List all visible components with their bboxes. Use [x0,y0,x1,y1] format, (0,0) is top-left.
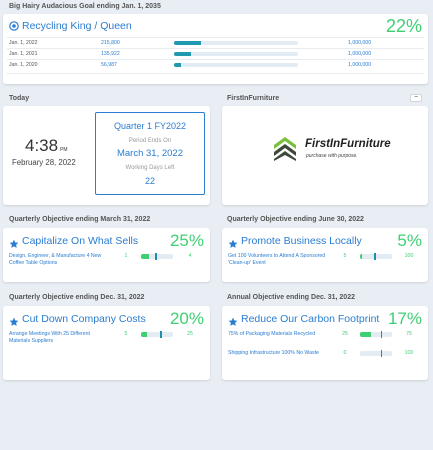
company-logo-icon [274,137,296,161]
logo-section-title: FirstInFurniture [227,95,280,102]
objective-percent: 20% [169,309,204,328]
today-section-title: Today [9,95,30,102]
bhag-row-date: Jan. 1, 2020 [9,62,38,68]
bhag-row-value: 135,922 [101,51,120,57]
objective-percent: 5% [397,231,422,250]
objective-title[interactable]: Promote Business Locally [241,235,362,247]
bhag-row-target: 1,000,000 [348,62,372,68]
star-icon [9,236,19,248]
bhag-progress-bar [174,41,298,45]
target-icon [9,21,19,31]
star-icon [9,314,19,326]
objective-progress-bar [360,350,392,357]
objective-target-marker [155,253,157,260]
objective-progress-bar [141,253,173,260]
objective-item-target: 75 [406,331,412,337]
bhag-progress-fill [174,63,182,67]
objective-item-current: 5 [124,331,128,337]
star-icon [228,236,238,248]
bhag-row-date: Jan. 1, 2021 [9,51,38,57]
clock-time-value: 4:38 [25,136,59,155]
bhag-panel: Recycling King / Queen 22% Jan. 1, 2022 … [3,14,428,84]
objective-progress-fill [141,332,148,337]
objective-item-current: 5 [343,253,347,259]
objective-item-target: 25 [187,331,193,337]
bhag-progress-fill [174,52,191,56]
clock-time: 4:38 PM [25,136,68,156]
objective-item-name[interactable]: Get 100 Volunteers to Attend A Sponsored… [228,253,326,266]
objective-percent: 17% [387,309,422,328]
bhag-percent: 22% [385,16,422,36]
objective-target-marker [380,331,383,338]
bhag-section-title: Big Hairy Audacious Goal ending Jan. 1, … [9,3,161,10]
objective-progress-bar [141,331,173,338]
bhag-row-value: 215,800 [101,40,120,46]
objective-item-target: 4 [188,253,192,259]
objective-panel: Capitalize On What Sells 25% Design, Eng… [3,228,210,282]
bhag-row-date: Jan. 1, 2022 [9,40,38,46]
objective-panel: Promote Business Locally 5% Get 100 Volu… [222,228,428,282]
brand-tagline: purchase with purpose. [306,153,358,159]
today-panel: 4:38 PM February 28, 2022 Quarter 1 FY202… [3,106,210,205]
objective-item-current: 0 [343,350,347,356]
objective-item-target: 100 [404,253,414,259]
bhag-row-value: 56,987 [101,62,117,68]
objective-section-title: Annual Objective ending Dec. 31, 2022 [227,294,355,301]
objective-target-marker [374,253,376,260]
period-end-date: March 31, 2022 [116,148,183,159]
objective-progress-fill [360,332,371,337]
objective-progress-bar [360,253,392,260]
star-icon [228,314,238,326]
objective-item-current: 25 [342,331,348,337]
objective-item-current: 1 [124,253,128,259]
bhag-progress-bar [174,63,298,67]
objective-progress-fill [141,254,149,259]
row-divider [7,37,424,38]
objective-title[interactable]: Reduce Our Carbon Footprint [241,313,380,325]
quarter-box: Quarter 1 FY2022 Period Ends On March 31… [95,112,205,195]
clock-ampm: PM [60,147,68,153]
objective-target-marker [160,331,162,338]
bhag-row-target: 1,000,000 [348,51,372,57]
objective-panel: Reduce Our Carbon Footprint 17% 75% of P… [222,306,428,380]
objective-section-title: Quarterly Objective ending June 30, 2022 [227,216,364,223]
bhag-row-target: 1,000,000 [348,40,372,46]
quarter-label: Quarter 1 FY2022 [113,121,187,131]
objective-section-title: Quarterly Objective ending Dec. 31, 2022 [9,294,145,301]
objective-section-title: Quarterly Objective ending March 31, 202… [9,216,151,223]
bhag-progress-fill [174,41,201,45]
collapse-button[interactable]: − [410,94,422,102]
objective-panel: Cut Down Company Costs 20% Arrange Meeti… [3,306,210,380]
objective-target-marker [380,350,383,357]
row-divider [7,48,424,49]
objective-item-name[interactable]: Design, Engineer, & Manufacture 4 New Co… [9,253,102,266]
bhag-title: Recycling King / Queen [22,20,132,32]
objective-progress-fill [360,254,362,259]
objective-item-name[interactable]: 75% of Packaging Materials Recycled [228,331,316,337]
working-days-label: Working Days Left [125,165,175,171]
objective-title[interactable]: Capitalize On What Sells [22,235,139,247]
logo-panel: FirstInFurniture purchase with purpose. [222,106,428,205]
working-days-value: 22 [144,176,155,186]
objective-item-target: 100 [404,350,414,356]
objective-percent: 25% [169,231,204,250]
objective-title[interactable]: Cut Down Company Costs [22,313,146,325]
row-divider [7,59,424,60]
row-divider [7,73,424,74]
period-ends-label: Period Ends On [128,138,172,144]
objective-item-name[interactable]: Arrange Meetings With 25 Different Mater… [9,331,90,344]
objective-item-name[interactable]: Shipping Infrastructure 100% No Waste [228,350,319,356]
brand-name: FirstInFurniture [305,138,391,150]
objective-progress-bar [360,331,392,338]
bhag-progress-bar [174,52,298,56]
today-date: February 28, 2022 [12,158,76,167]
